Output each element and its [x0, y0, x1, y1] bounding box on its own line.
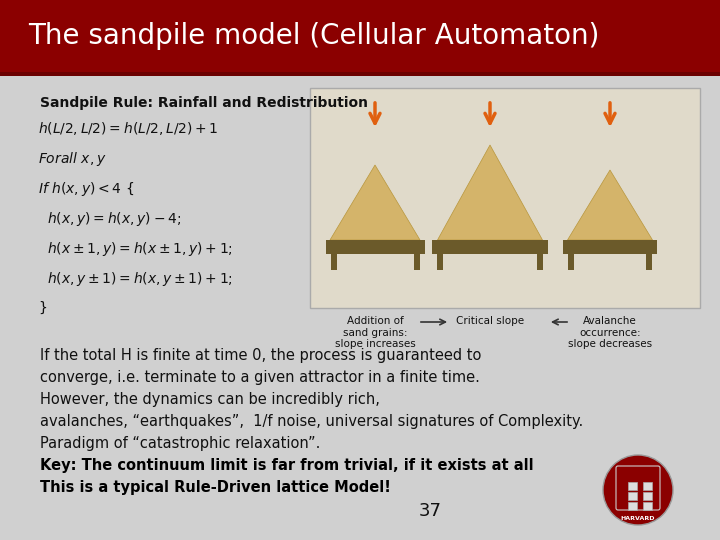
FancyBboxPatch shape	[643, 502, 652, 510]
Text: $\ \ h(x \pm 1, y) = h(x \pm 1, y) + 1;$: $\ \ h(x \pm 1, y) = h(x \pm 1, y) + 1;$	[38, 240, 233, 258]
Text: $\mathit{Forall}\ x, y$: $\mathit{Forall}\ x, y$	[38, 150, 107, 168]
FancyBboxPatch shape	[330, 254, 336, 270]
Text: This is a typical Rule-Driven lattice Model!: This is a typical Rule-Driven lattice Mo…	[40, 480, 391, 495]
Text: Avalanche
occurrence:
slope decreases: Avalanche occurrence: slope decreases	[568, 316, 652, 349]
Polygon shape	[438, 145, 542, 240]
Text: $\ \ h(x, y) = h(x, y) - 4;$: $\ \ h(x, y) = h(x, y) - 4;$	[38, 210, 181, 228]
FancyBboxPatch shape	[616, 466, 660, 510]
FancyBboxPatch shape	[563, 240, 657, 254]
FancyBboxPatch shape	[432, 240, 548, 254]
FancyBboxPatch shape	[413, 254, 420, 270]
Text: Critical slope: Critical slope	[456, 316, 524, 326]
Text: $\mathit{If}\ h(x, y) < 4\ \{$: $\mathit{If}\ h(x, y) < 4\ \{$	[38, 180, 134, 198]
Text: $\ \ h(x, y \pm 1) = h(x, y \pm 1) + 1;$: $\ \ h(x, y \pm 1) = h(x, y \pm 1) + 1;$	[38, 270, 233, 288]
Text: If the total H is finite at time 0, the process is guaranteed to: If the total H is finite at time 0, the …	[40, 348, 482, 363]
Text: HARVARD: HARVARD	[621, 516, 655, 521]
Text: Paradigm of “catastrophic relaxation”.: Paradigm of “catastrophic relaxation”.	[40, 436, 320, 451]
Text: 37: 37	[418, 502, 441, 520]
Text: $h(L/2, L/2) = h(L/2, L/2) + 1$: $h(L/2, L/2) = h(L/2, L/2) + 1$	[38, 120, 218, 137]
Text: avalanches, “earthquakes”,  1/f noise, universal signatures of Complexity.: avalanches, “earthquakes”, 1/f noise, un…	[40, 414, 583, 429]
FancyBboxPatch shape	[325, 240, 425, 254]
Text: Key: The continuum limit is far from trivial, if it exists at all: Key: The continuum limit is far from tri…	[40, 458, 534, 473]
FancyBboxPatch shape	[568, 254, 575, 270]
Text: converge, i.e. terminate to a given attractor in a finite time.: converge, i.e. terminate to a given attr…	[40, 370, 480, 385]
FancyBboxPatch shape	[310, 88, 700, 308]
Polygon shape	[330, 165, 420, 240]
Polygon shape	[567, 170, 652, 240]
FancyBboxPatch shape	[628, 502, 637, 510]
FancyBboxPatch shape	[643, 482, 652, 490]
Text: The sandpile model (Cellular Automaton): The sandpile model (Cellular Automaton)	[28, 22, 599, 50]
FancyBboxPatch shape	[0, 0, 720, 72]
Text: $\}$: $\}$	[38, 300, 47, 316]
Text: Sandpile Rule: Rainfall and Redistribution: Sandpile Rule: Rainfall and Redistributi…	[40, 96, 368, 110]
Circle shape	[603, 455, 673, 525]
Text: However, the dynamics can be incredibly rich,: However, the dynamics can be incredibly …	[40, 392, 380, 407]
FancyBboxPatch shape	[643, 492, 652, 500]
FancyBboxPatch shape	[0, 72, 720, 76]
FancyBboxPatch shape	[437, 254, 444, 270]
FancyBboxPatch shape	[628, 482, 637, 490]
FancyBboxPatch shape	[628, 492, 637, 500]
Text: Addition of
sand grains:
slope increases: Addition of sand grains: slope increases	[335, 316, 415, 349]
FancyBboxPatch shape	[646, 254, 652, 270]
FancyBboxPatch shape	[536, 254, 543, 270]
